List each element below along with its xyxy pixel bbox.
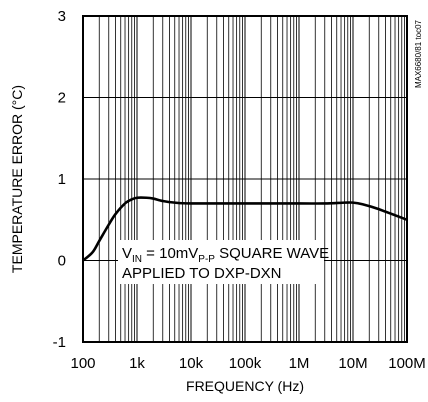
y-tick-label: 1 [58, 171, 66, 188]
x-tick-label: 10k [179, 355, 204, 372]
annotation-amplitude: = 10mV [142, 245, 198, 262]
y-tick-label: 2 [58, 90, 66, 107]
y-tick-label: -1 [53, 334, 66, 351]
grid [82, 15, 407, 343]
x-tick-label: 100k [229, 355, 262, 372]
x-tick-label: 100M [388, 355, 426, 372]
annotation-v: V [122, 245, 132, 262]
x-tick-label: 100 [70, 355, 95, 372]
y-tick-label: 0 [58, 253, 66, 270]
series-line [82, 196, 408, 262]
y-tick-labels: -1 0 1 2 3 [53, 8, 66, 351]
y-axis-label: TEMPERATURE ERROR (°C) [9, 85, 25, 273]
plot-frame [82, 15, 408, 343]
y-tick-label: 3 [58, 8, 66, 25]
x-tick-labels: 100 1k 10k 100k 1M 10M 100M [70, 355, 425, 372]
annotation-v-subscript: IN [132, 254, 142, 265]
x-tick-label: 1k [129, 355, 145, 372]
annotation-waveform: SQUARE WAVE [215, 245, 329, 262]
x-tick-label: 1M [289, 355, 310, 372]
x-tick-label: 10M [338, 355, 367, 372]
annotation-line-1: VIN = 10mVP-P SQUARE WAVE [122, 245, 329, 265]
annotation-line-2: APPLIED TO DXP-DXN [122, 265, 282, 282]
x-axis-label: FREQUENCY (Hz) [186, 378, 304, 394]
series-layer [82, 196, 408, 262]
annotation-pp-subscript: P-P [198, 254, 215, 265]
figure-tag: MAX6680/81 toc07 [414, 19, 423, 88]
annotation-background [118, 240, 324, 284]
